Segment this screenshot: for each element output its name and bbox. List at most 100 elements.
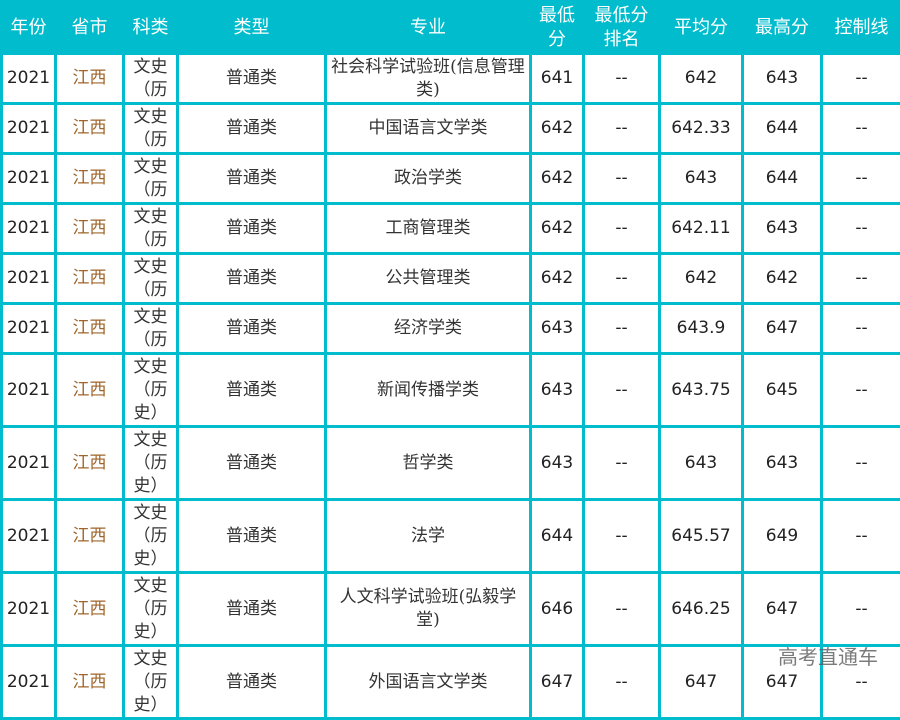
cell-avg-score: 643.9 bbox=[660, 304, 743, 354]
cell-province: 江西 bbox=[56, 54, 124, 104]
cell-subject: 文史（历 bbox=[124, 204, 178, 254]
cell-avg-score: 643.75 bbox=[660, 354, 743, 427]
cell-province: 江西 bbox=[56, 573, 124, 646]
cell-major: 公共管理类 bbox=[326, 254, 531, 304]
cell-province: 江西 bbox=[56, 254, 124, 304]
cell-province: 江西 bbox=[56, 204, 124, 254]
cell-min-rank: -- bbox=[584, 573, 660, 646]
cell-major: 工商管理类 bbox=[326, 204, 531, 254]
header-max-score: 最高分 bbox=[743, 2, 822, 54]
cell-major: 外国语言文学类 bbox=[326, 646, 531, 719]
cell-min-score: 643 bbox=[531, 354, 584, 427]
cell-subject: 文史（历 bbox=[124, 104, 178, 154]
cell-min-score: 643 bbox=[531, 304, 584, 354]
cell-min-rank: -- bbox=[584, 54, 660, 104]
cell-type: 普通类 bbox=[178, 104, 326, 154]
cell-subject: 文史（历史） bbox=[124, 427, 178, 500]
cell-year: 2021 bbox=[2, 54, 56, 104]
cell-min-score: 642 bbox=[531, 104, 584, 154]
cell-min-rank: -- bbox=[584, 500, 660, 573]
cell-avg-score: 647 bbox=[660, 646, 743, 719]
cell-min-score: 647 bbox=[531, 646, 584, 719]
cell-type: 普通类 bbox=[178, 427, 326, 500]
cell-max-score: 644 bbox=[743, 104, 822, 154]
cell-type: 普通类 bbox=[178, 573, 326, 646]
cell-max-score: 647 bbox=[743, 646, 822, 719]
cell-type: 普通类 bbox=[178, 54, 326, 104]
cell-subject: 文史（历 bbox=[124, 254, 178, 304]
cell-min-score: 642 bbox=[531, 254, 584, 304]
cell-control-line: -- bbox=[822, 204, 900, 254]
cell-avg-score: 642 bbox=[660, 254, 743, 304]
header-subject: 科类 bbox=[124, 2, 178, 54]
cell-subject: 文史（历史） bbox=[124, 354, 178, 427]
cell-year: 2021 bbox=[2, 204, 56, 254]
cell-major: 人文科学试验班(弘毅学堂) bbox=[326, 573, 531, 646]
cell-type: 普通类 bbox=[178, 254, 326, 304]
cell-max-score: 647 bbox=[743, 573, 822, 646]
cell-control-line: -- bbox=[822, 427, 900, 500]
cell-major: 哲学类 bbox=[326, 427, 531, 500]
cell-year: 2021 bbox=[2, 500, 56, 573]
cell-min-score: 644 bbox=[531, 500, 584, 573]
cell-min-score: 642 bbox=[531, 204, 584, 254]
cell-subject: 文史（历史） bbox=[124, 646, 178, 719]
cell-max-score: 643 bbox=[743, 204, 822, 254]
cell-major: 社会科学试验班(信息管理类) bbox=[326, 54, 531, 104]
cell-control-line: -- bbox=[822, 154, 900, 204]
cell-min-rank: -- bbox=[584, 354, 660, 427]
cell-year: 2021 bbox=[2, 646, 56, 719]
cell-max-score: 645 bbox=[743, 354, 822, 427]
header-avg-score: 平均分 bbox=[660, 2, 743, 54]
cell-min-rank: -- bbox=[584, 104, 660, 154]
cell-province: 江西 bbox=[56, 304, 124, 354]
cell-province: 江西 bbox=[56, 104, 124, 154]
header-major: 专业 bbox=[326, 2, 531, 54]
cell-avg-score: 646.25 bbox=[660, 573, 743, 646]
cell-major: 新闻传播学类 bbox=[326, 354, 531, 427]
cell-min-score: 643 bbox=[531, 427, 584, 500]
header-row: 年份省市科类类型专业最低分最低分排名平均分最高分控制线 bbox=[2, 2, 900, 54]
cell-min-rank: -- bbox=[584, 304, 660, 354]
cell-max-score: 644 bbox=[743, 154, 822, 204]
cell-control-line: -- bbox=[822, 304, 900, 354]
cell-type: 普通类 bbox=[178, 304, 326, 354]
cell-year: 2021 bbox=[2, 154, 56, 204]
cell-avg-score: 645.57 bbox=[660, 500, 743, 573]
cell-province: 江西 bbox=[56, 154, 124, 204]
header-province: 省市 bbox=[56, 2, 124, 54]
cell-type: 普通类 bbox=[178, 500, 326, 573]
cell-province: 江西 bbox=[56, 354, 124, 427]
cell-province: 江西 bbox=[56, 500, 124, 573]
cell-control-line: -- bbox=[822, 354, 900, 427]
cell-year: 2021 bbox=[2, 354, 56, 427]
cell-year: 2021 bbox=[2, 304, 56, 354]
cell-province: 江西 bbox=[56, 646, 124, 719]
header-year: 年份 bbox=[2, 2, 56, 54]
cell-type: 普通类 bbox=[178, 154, 326, 204]
cell-major: 经济学类 bbox=[326, 304, 531, 354]
cell-subject: 文史（历史） bbox=[124, 500, 178, 573]
cell-control-line: -- bbox=[822, 104, 900, 154]
cell-province: 江西 bbox=[56, 427, 124, 500]
cell-type: 普通类 bbox=[178, 646, 326, 719]
cell-avg-score: 642.33 bbox=[660, 104, 743, 154]
cell-year: 2021 bbox=[2, 254, 56, 304]
cell-min-rank: -- bbox=[584, 254, 660, 304]
cell-min-rank: -- bbox=[584, 204, 660, 254]
cell-max-score: 643 bbox=[743, 427, 822, 500]
header-control-line: 控制线 bbox=[822, 2, 900, 54]
cell-avg-score: 643 bbox=[660, 154, 743, 204]
cell-control-line: -- bbox=[822, 254, 900, 304]
